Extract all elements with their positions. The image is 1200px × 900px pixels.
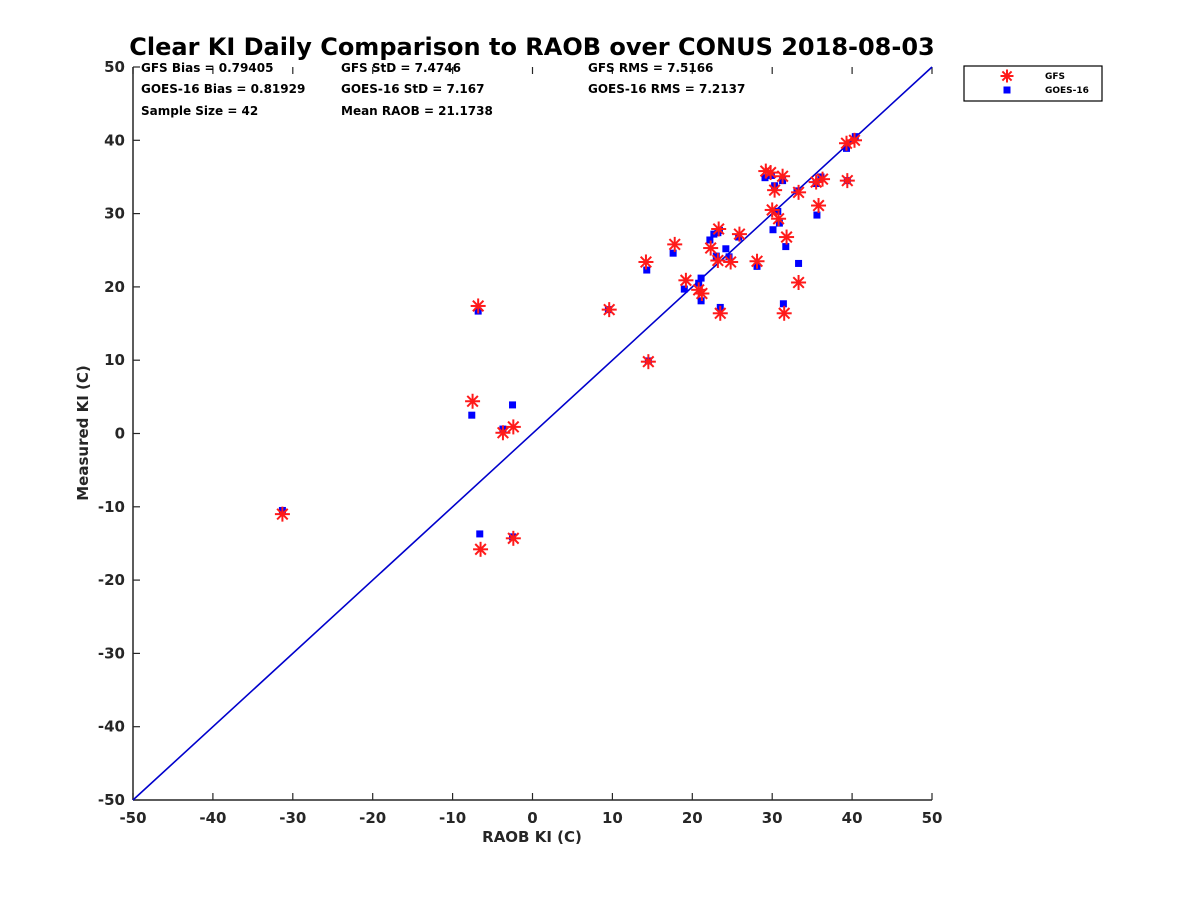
gfs-point: [749, 253, 765, 269]
goes16-point: [468, 411, 476, 419]
gfs-point: [694, 285, 710, 301]
gfs-point: [703, 240, 719, 256]
gfs-point: [678, 272, 694, 288]
gfs-point: [811, 198, 827, 214]
x-tick-label: 0: [527, 809, 537, 827]
gfs-point: [667, 236, 683, 252]
gfs-point: [791, 275, 807, 291]
x-tick-label: 20: [682, 809, 703, 827]
y-tick-label: 20: [104, 278, 125, 296]
goes-bias-text: GOES-16 Bias = 0.81929: [141, 82, 305, 96]
gfs-point: [640, 354, 656, 370]
mean-raob-text: Mean RAOB = 21.1738: [341, 104, 493, 118]
gfs-point: [723, 254, 739, 270]
y-tick-label: -40: [98, 718, 125, 736]
goes16-point: [725, 253, 733, 261]
y-tick-label: -20: [98, 571, 125, 589]
y-tick-label: 0: [115, 425, 125, 443]
x-axis-ticks: -50 -40 -30 -20 -10 0 10 20 30 40 50: [119, 67, 942, 827]
y-axis-label: Measured KI (C): [74, 365, 92, 501]
gfs-point: [839, 173, 855, 189]
gfs-point: [712, 305, 728, 321]
legend-gfs-asterisk: [1000, 69, 1014, 83]
gfs-point: [710, 253, 726, 269]
gfs-point: [505, 530, 521, 546]
goes16-point: [813, 211, 821, 219]
y-tick-label: -30: [98, 644, 125, 662]
legend-gfs-marker: [1000, 69, 1014, 83]
x-tick-label: -30: [279, 809, 306, 827]
goes16-point: [795, 259, 803, 267]
gfs-point: [767, 182, 783, 198]
legend-gfs-label: GFS: [1045, 72, 1065, 82]
x-tick-label: -20: [359, 809, 386, 827]
goes16-point: [669, 249, 677, 257]
gfs-point: [846, 132, 862, 148]
y-tick-label: 40: [104, 131, 125, 149]
goes-rms-text: GOES-16 RMS = 7.2137: [588, 82, 745, 96]
x-tick-label: -50: [119, 809, 146, 827]
y-tick-label: 30: [104, 205, 125, 223]
gfs-std-text: GFS StD = 7.4746: [341, 61, 461, 75]
gfs-rms-text: GFS RMS = 7.5166: [588, 61, 713, 75]
gfs-point: [815, 171, 831, 187]
x-tick-label: 40: [842, 809, 863, 827]
gfs-point: [776, 305, 792, 321]
gfs-point: [505, 419, 521, 435]
gfs-point: [711, 221, 727, 237]
x-tick-label: 30: [762, 809, 783, 827]
gfs-point: [779, 229, 795, 245]
legend-goes-marker: [1003, 86, 1011, 94]
gfs-point: [775, 168, 791, 184]
gfs-point: [473, 541, 489, 557]
gfs-point: [763, 165, 779, 181]
goes16-point: [779, 300, 787, 308]
goes16-point: [697, 274, 705, 282]
gfs-point: [638, 254, 654, 270]
sample-size-text: Sample Size = 42: [141, 104, 258, 118]
y-tick-label: 10: [104, 351, 125, 369]
goes16-point: [722, 245, 730, 253]
goes16-point: [706, 236, 714, 244]
goes16-point: [643, 266, 651, 274]
gfs-point: [771, 211, 787, 227]
x-tick-label: 10: [602, 809, 623, 827]
goes-std-text: GOES-16 StD = 7.167: [341, 82, 484, 96]
goes16-point: [680, 285, 688, 293]
goes16-point: [769, 226, 777, 234]
legend: GFS GOES-16: [963, 65, 1103, 102]
gfs-point: [791, 184, 807, 200]
x-tick-label: 50: [922, 809, 943, 827]
goes16-point: [476, 530, 484, 538]
gfs-bias-text: GFS Bias = 0.79405: [141, 61, 273, 75]
gfs-point: [731, 226, 747, 242]
x-tick-label: -10: [439, 809, 466, 827]
gfs-series: [274, 132, 862, 557]
y-tick-label: 50: [104, 58, 125, 76]
goes16-point: [509, 401, 517, 409]
legend-box: [963, 65, 1103, 102]
gfs-point: [764, 202, 780, 218]
gfs-point: [274, 506, 290, 522]
gfs-point: [601, 302, 617, 318]
x-axis-label: RAOB KI (C): [482, 828, 582, 846]
gfs-point: [495, 425, 511, 441]
legend-goes-label: GOES-16: [1045, 86, 1089, 96]
y-tick-label: -10: [98, 498, 125, 516]
stats-block: GFS Bias = 0.79405 GFS StD = 7.4746 GFS …: [141, 61, 745, 118]
goes16-point: [782, 243, 790, 251]
y-axis-ticks: -50 -40 -30 -20 -10 0 10 20 30 40 50: [98, 58, 140, 809]
x-tick-label: -40: [199, 809, 226, 827]
gfs-point: [470, 298, 486, 314]
gfs-point: [465, 393, 481, 409]
y-tick-label: -50: [98, 791, 125, 809]
chart-title: Clear KI Daily Comparison to RAOB over C…: [129, 33, 935, 61]
goes16-point: [712, 252, 720, 260]
